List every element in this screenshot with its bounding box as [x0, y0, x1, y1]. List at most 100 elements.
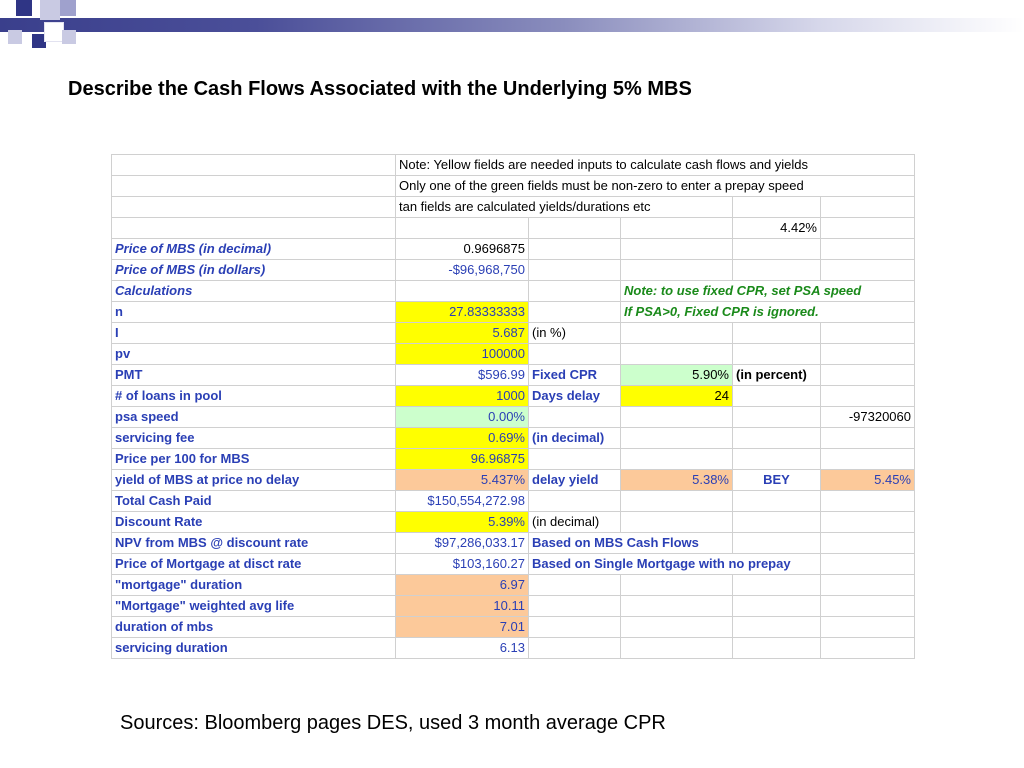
value-cell[interactable]: 10.11 [395, 595, 529, 617]
cell[interactable] [732, 448, 821, 470]
cell[interactable] [732, 595, 821, 617]
cell[interactable] [111, 217, 396, 239]
cell[interactable] [732, 322, 821, 344]
cell[interactable] [528, 574, 621, 596]
cell[interactable] [732, 385, 821, 407]
value-cell[interactable]: 100000 [395, 343, 529, 365]
cell[interactable] [732, 427, 821, 449]
note-cell: Based on Single Mortgage with no prepay [528, 553, 821, 575]
cell[interactable] [620, 322, 733, 344]
value-cell[interactable]: 0.69% [395, 427, 529, 449]
cell[interactable] [528, 406, 621, 428]
cell[interactable] [732, 343, 821, 365]
cell[interactable] [528, 490, 621, 512]
cell[interactable] [820, 259, 915, 281]
cell[interactable] [820, 532, 915, 554]
cell[interactable] [620, 637, 733, 659]
cell[interactable] [732, 574, 821, 596]
spreadsheet-table: Note: Yellow fields are needed inputs to… [111, 154, 915, 659]
cell[interactable] [620, 511, 733, 533]
cell[interactable] [820, 553, 915, 575]
cell[interactable] [620, 490, 733, 512]
cell[interactable] [528, 238, 621, 260]
cell[interactable] [820, 343, 915, 365]
value-cell[interactable]: $103,160.27 [395, 553, 529, 575]
days-delay-value[interactable]: 24 [620, 385, 733, 407]
table-row: "mortgage" duration 6.97 [111, 574, 915, 596]
cell[interactable] [732, 616, 821, 638]
table-row: Note: Yellow fields are needed inputs to… [111, 154, 915, 176]
value-cell[interactable]: 5.687 [395, 322, 529, 344]
cell[interactable] [820, 364, 915, 386]
cell[interactable] [528, 448, 621, 470]
value-cell[interactable]: 6.97 [395, 574, 529, 596]
cell[interactable] [111, 196, 396, 218]
value-cell[interactable]: 5.39% [395, 511, 529, 533]
cell[interactable] [620, 217, 733, 239]
cell[interactable] [732, 511, 821, 533]
cell[interactable] [528, 259, 621, 281]
cell[interactable] [528, 217, 621, 239]
value-cell[interactable]: 96.96875 [395, 448, 529, 470]
value-cell[interactable]: 5.437% [395, 469, 529, 491]
cell[interactable] [528, 301, 621, 323]
cell[interactable] [732, 490, 821, 512]
value-cell[interactable]: 7.01 [395, 616, 529, 638]
cell[interactable] [620, 259, 733, 281]
cell[interactable] [395, 217, 529, 239]
cell[interactable] [820, 322, 915, 344]
cell[interactable] [732, 532, 821, 554]
cell[interactable] [732, 259, 821, 281]
cell[interactable] [528, 280, 621, 302]
cell[interactable] [820, 427, 915, 449]
cell[interactable] [820, 574, 915, 596]
cell[interactable] [820, 616, 915, 638]
cell[interactable] [820, 385, 915, 407]
fixed-cpr-label: Fixed CPR [528, 364, 621, 386]
cell[interactable] [111, 154, 396, 176]
value-cell[interactable]: 6.13 [395, 637, 529, 659]
cell[interactable] [620, 448, 733, 470]
cell[interactable] [820, 448, 915, 470]
bey-value[interactable]: 5.45% [820, 469, 915, 491]
cell[interactable] [820, 595, 915, 617]
value-cell[interactable]: $596.99 [395, 364, 529, 386]
cell[interactable] [528, 343, 621, 365]
delay-yield-value[interactable]: 5.38% [620, 469, 733, 491]
cell[interactable] [528, 595, 621, 617]
value-cell[interactable]: 0.9696875 [395, 238, 529, 260]
value-cell[interactable]: 1000 [395, 385, 529, 407]
cell[interactable] [620, 616, 733, 638]
value-cell[interactable]: 0.00% [395, 406, 529, 428]
cell[interactable] [620, 595, 733, 617]
cell[interactable] [820, 637, 915, 659]
fixed-cpr-value[interactable]: 5.90% [620, 364, 733, 386]
cell[interactable] [732, 637, 821, 659]
value-cell[interactable]: 27.83333333 [395, 301, 529, 323]
table-row: Discount Rate 5.39% (in decimal) [111, 511, 915, 533]
cell[interactable] [111, 175, 396, 197]
value-cell[interactable]: $150,554,272.98 [395, 490, 529, 512]
cell[interactable] [820, 490, 915, 512]
cell[interactable] [395, 280, 529, 302]
value-cell[interactable]: 4.42% [732, 217, 821, 239]
cell[interactable] [620, 427, 733, 449]
value-cell[interactable]: $97,286,033.17 [395, 532, 529, 554]
note-cell: Based on MBS Cash Flows [528, 532, 733, 554]
cell[interactable] [528, 637, 621, 659]
cell[interactable] [732, 196, 821, 218]
cell[interactable] [820, 217, 915, 239]
cell[interactable] [620, 406, 733, 428]
cell[interactable] [620, 343, 733, 365]
value-cell[interactable]: -97320060 [820, 406, 915, 428]
cell[interactable] [528, 616, 621, 638]
value-cell[interactable]: -$96,968,750 [395, 259, 529, 281]
cell[interactable] [620, 574, 733, 596]
cell[interactable] [820, 196, 915, 218]
cell[interactable] [620, 238, 733, 260]
table-row: # of loans in pool 1000 Days delay 24 [111, 385, 915, 407]
cell[interactable] [820, 238, 915, 260]
cell[interactable] [732, 406, 821, 428]
cell[interactable] [732, 238, 821, 260]
cell[interactable] [820, 511, 915, 533]
